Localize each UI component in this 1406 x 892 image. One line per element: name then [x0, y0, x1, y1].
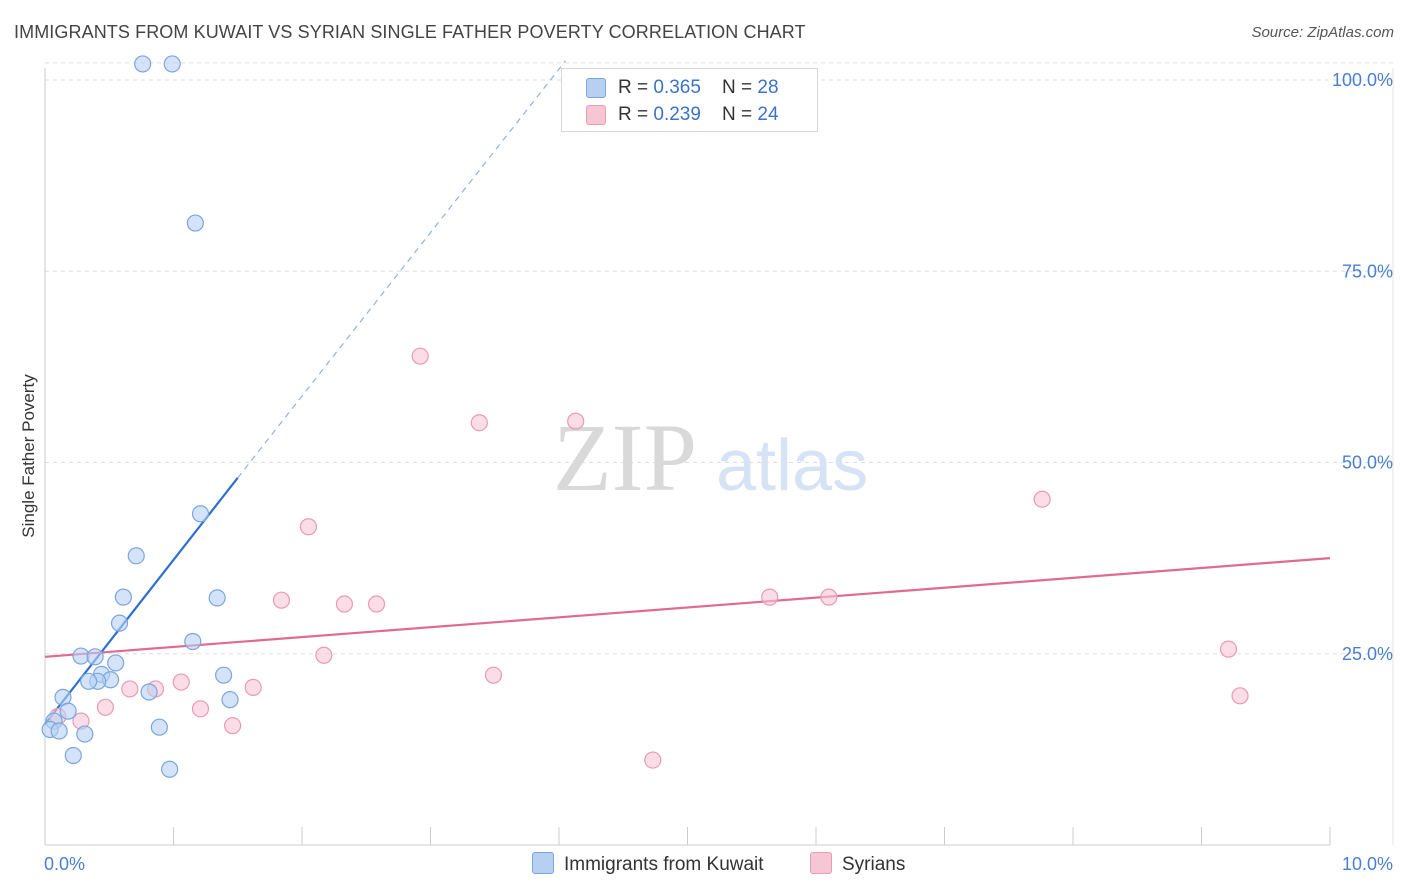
kuwait-point-26	[64, 746, 82, 765]
syrians-point-16	[121, 680, 139, 698]
y-tick-label-100: 100.0%	[1332, 70, 1393, 90]
kuwait-point-5	[114, 588, 132, 606]
legend-item-syrians[interactable]: Syrians	[810, 852, 905, 876]
syrians-point-0	[411, 347, 429, 365]
axes	[44, 68, 1394, 846]
trendlines	[44, 60, 1331, 725]
kuwait-point-27	[161, 760, 179, 778]
syrians-point-5	[272, 591, 291, 609]
syrians-point-12	[484, 666, 503, 684]
syrians-point-3	[1033, 490, 1051, 508]
kuwait-point-18	[221, 691, 239, 709]
syrians-point-1	[567, 412, 585, 430]
syrians-r-value: 0.239	[653, 104, 701, 125]
syrians-point-22	[224, 717, 242, 735]
syrians-point-15	[244, 678, 262, 697]
kuwait-swatch-icon	[586, 78, 606, 98]
kuwait-point-17	[140, 683, 158, 701]
syrians-trendline	[44, 557, 1331, 658]
legend-item-kuwait[interactable]: Immigrants from Kuwait	[532, 852, 764, 876]
syrians-r-label: R =	[618, 104, 654, 125]
syrians-point-4	[299, 518, 318, 536]
y-axis-label: Single Father Poverty	[19, 374, 38, 538]
syrians-point-11	[315, 646, 333, 664]
syrians-point-10	[1219, 640, 1238, 658]
kuwait-point-2	[186, 214, 204, 232]
grid-lines	[45, 62, 1394, 655]
kuwait-point-15	[80, 672, 98, 690]
chart-title: IMMIGRANTS FROM KUWAIT VS SYRIAN SINGLE …	[14, 22, 806, 42]
syrians-n-label: N =	[722, 104, 758, 125]
kuwait-point-6	[208, 589, 226, 607]
chart-source: Source: ZipAtlas.com	[1251, 24, 1394, 41]
kuwait-point-0	[134, 55, 152, 73]
kuwait-legend-swatch-icon	[532, 852, 554, 874]
y-tick-label-50: 50.0%	[1342, 453, 1393, 473]
kuwait-trendline-extrapolation	[237, 60, 566, 479]
kuwait-point-4	[127, 547, 145, 565]
y-tick-label-25: 25.0%	[1342, 644, 1393, 664]
kuwait-point-10	[184, 632, 202, 651]
syrians-swatch-icon	[586, 105, 606, 125]
kuwait-r-value: 0.365	[653, 77, 701, 98]
syrians-point-17	[1231, 687, 1249, 705]
kuwait-n-value: 28	[757, 77, 779, 98]
kuwait-point-11	[107, 654, 125, 672]
y-tick-label-75: 75.0%	[1342, 261, 1393, 281]
kuwait-point-20	[59, 702, 77, 720]
kuwait-legend-label: Immigrants from Kuwait	[564, 854, 764, 875]
kuwait-point-16	[215, 666, 233, 684]
syrians-n-value: 24	[757, 104, 779, 125]
syrians-legend-swatch-icon	[810, 852, 832, 874]
kuwait-point-23	[50, 722, 68, 740]
kuwait-n-label: N =	[722, 77, 758, 98]
syrians-point-8	[335, 595, 354, 613]
syrians-point-2	[470, 414, 488, 432]
syrians-legend-label: Syrians	[842, 854, 906, 875]
syrians-point-9	[367, 595, 386, 613]
x-tick-label-max: 10.0%	[1342, 854, 1393, 874]
data-points	[41, 55, 1249, 778]
syrians-point-23	[644, 751, 662, 769]
kuwait-point-3	[191, 505, 210, 523]
kuwait-point-24	[76, 725, 94, 743]
watermark-atlas: atlas	[716, 426, 868, 506]
kuwait-point-9	[86, 648, 104, 666]
kuwait-point-1	[163, 55, 181, 73]
correlation-legend: R = 0.365 N = 28 R = 0.239 N = 24	[561, 68, 818, 132]
syrians-point-6	[761, 588, 779, 606]
syrians-point-13	[172, 673, 190, 691]
kuwait-point-7	[110, 614, 129, 632]
tick-labels: 25.0% 50.0% 75.0% 100.0% 0.0% 10.0%	[44, 70, 1393, 874]
x-tick-label-min: 0.0%	[44, 854, 85, 874]
kuwait-point-25	[150, 718, 168, 736]
kuwait-r-label: R =	[618, 77, 654, 98]
syrians-point-18	[96, 698, 114, 716]
syrians-point-19	[191, 700, 210, 718]
syrians-point-7	[820, 588, 838, 606]
